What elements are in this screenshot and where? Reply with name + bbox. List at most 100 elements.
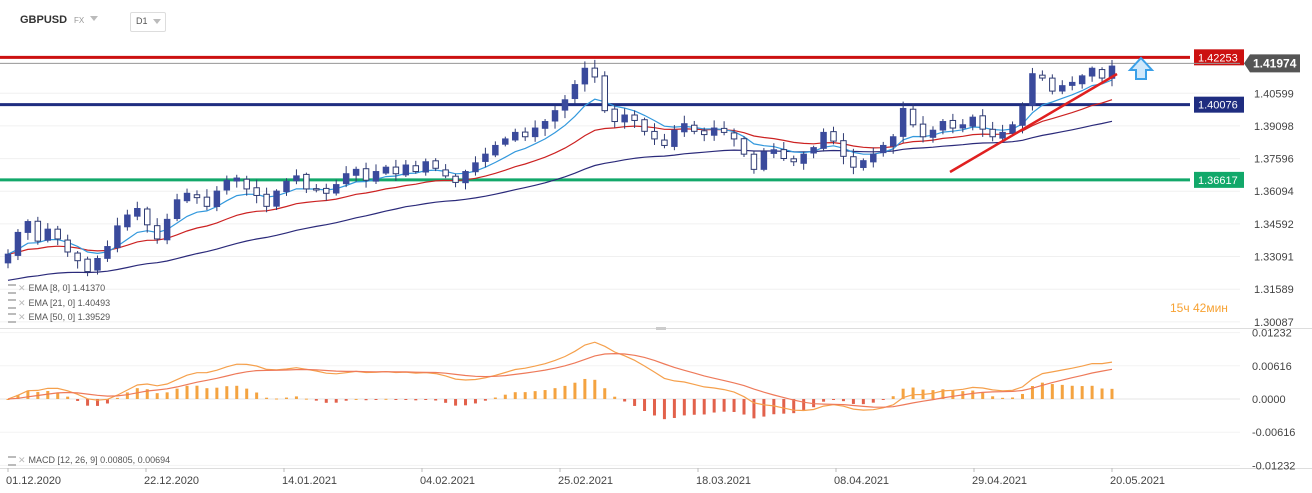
macd-histogram-bar [275,398,279,400]
candle-body-bear [412,165,420,173]
price-tick-label: 1.33091 [1254,252,1294,264]
candle [880,141,887,157]
macd-histogram-bar [145,389,149,399]
x-tick-label: 14.01.2021 [282,475,337,487]
macd-histogram-bar [971,390,975,399]
candle-body-bull [173,199,181,220]
candle [790,155,797,167]
candle [153,218,161,244]
x-tick-label: 01.12.2020 [6,475,61,487]
candle-body-bull [283,180,290,193]
candle [1108,59,1116,87]
macd-histogram-bar [1020,393,1024,399]
candle [601,71,608,113]
candle [651,123,658,145]
candle-body-bull [352,168,360,176]
candle [432,158,439,172]
candle [183,188,191,204]
ema8-remove-icon[interactable]: ✕ [18,283,26,293]
candle-body-bull [1009,124,1016,134]
timeframe-select[interactable]: D1 [130,12,166,32]
candle [989,121,996,142]
candle-body-bear [1049,77,1056,92]
macd-histogram-bar [901,388,905,399]
candle [999,124,1006,143]
candle [740,136,748,157]
chart-toolbar: GBPUSD FX D1 [0,0,1312,40]
legend-ema50[interactable]: ✕ EMA [50, 0] 1.39529 [8,312,110,323]
candle-body-bull [671,129,678,147]
ema50-settings-icon[interactable] [8,312,16,323]
legend-ema8[interactable]: ✕ EMA [8, 0] 1.41370 [8,283,105,294]
legend-macd[interactable]: ✕ MACD [12, 26, 9] 0.00805, 0.00694 [8,455,170,466]
candle [919,116,927,143]
candle-body-bull [681,123,688,133]
candle-body-bull [24,221,32,233]
candle [909,103,917,128]
candle-body-bull [969,116,976,127]
candle [442,164,449,179]
candle [273,189,280,211]
candle [611,103,618,128]
macd-histogram-bar [76,399,80,401]
ema21-remove-icon[interactable]: ✕ [18,298,26,308]
candle-body-bull [1078,75,1086,85]
candle [253,179,260,204]
macd-tick-label: 0.0000 [1252,394,1286,406]
candle [979,109,986,137]
candle [323,183,330,201]
candle [840,133,847,165]
candle [233,174,240,188]
candle [1088,66,1096,82]
ema50-remove-icon[interactable]: ✕ [18,312,26,322]
legend-ema21[interactable]: ✕ EMA [21, 0] 1.40493 [8,298,110,309]
macd-remove-icon[interactable]: ✕ [18,455,26,465]
candle [800,151,807,170]
candle-body-bull [512,131,519,141]
macd-histogram-bar [225,386,229,399]
candle-body-bull [114,225,121,249]
price-tick-label: 1.31589 [1254,284,1294,296]
candle-body-bull [402,164,410,176]
candle-body-bear [432,160,439,169]
ema8-settings-icon[interactable] [8,283,16,294]
macd-histogram-bar [26,390,30,399]
macd-histogram-bar [284,397,288,399]
macd-histogram-bar [871,399,875,403]
symbol-dropdown-caret-icon[interactable] [90,16,98,21]
macd-histogram-bar [96,399,100,406]
candle [551,105,559,129]
candle-body-bull [422,161,429,173]
candle [949,113,957,134]
candle [472,156,479,176]
macd-histogram-bar [861,399,865,405]
trend-line [949,72,1118,174]
macd-histogram-bar [115,397,119,399]
candle-body-bull [531,127,539,138]
candle [163,213,171,245]
up-arrow-icon [1127,56,1155,80]
timeframe-caret-icon[interactable] [153,19,161,24]
macd-histogram-bar [483,399,487,401]
macd-histogram-bar [105,399,109,404]
candle-body-bear [631,114,638,121]
macd-histogram-bar [1110,388,1114,399]
candle-body-bear [750,153,758,170]
x-tick-label: 08.04.2021 [834,475,889,487]
legend-macd-text: MACD [12, 26, 9] 0.00805, 0.00694 [28,455,171,465]
macd-tick-label: -0.01232 [1252,460,1295,472]
candle [512,128,519,142]
candle-body-bear [790,158,797,163]
symbol-label[interactable]: GBPUSD [20,14,68,26]
ema21-settings-icon[interactable] [8,298,16,309]
macd-histogram-bar [1060,384,1064,399]
macd-settings-icon[interactable] [8,455,16,466]
macd-histogram-bar [911,387,915,399]
candle [84,256,91,277]
candle [561,95,569,119]
macd-histogram-bar [931,390,935,399]
candle [34,216,42,245]
candle-body-bear [323,187,330,194]
candle-body-bull [710,127,718,136]
